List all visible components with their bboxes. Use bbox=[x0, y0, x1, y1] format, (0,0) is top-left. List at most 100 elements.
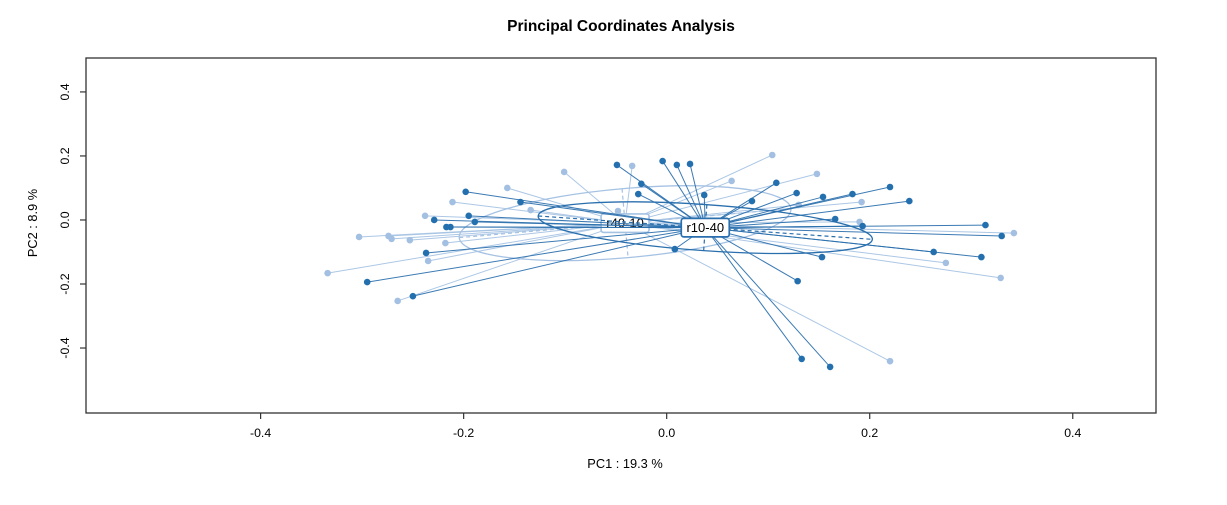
y-axis-label: PC2 : 8.9 % bbox=[25, 189, 40, 257]
data-point-r10-40 bbox=[409, 292, 417, 300]
spider-line-r10-40 bbox=[412, 227, 706, 297]
data-point-r10-40 bbox=[831, 215, 839, 223]
data-point-r40-10 bbox=[442, 239, 449, 247]
data-point-r40-10 bbox=[858, 198, 865, 206]
data-point-r10-40 bbox=[634, 190, 642, 198]
data-point-r40-10 bbox=[355, 233, 363, 241]
data-point-r40-10 bbox=[614, 207, 622, 215]
y-tick-label: 0.0 bbox=[58, 211, 72, 228]
data-point-r10-40 bbox=[930, 248, 937, 256]
data-point-r40-10 bbox=[324, 269, 331, 277]
data-point-r10-40 bbox=[673, 161, 681, 169]
data-point-r10-40 bbox=[465, 212, 473, 220]
data-point-r10-40 bbox=[700, 191, 708, 199]
plot-border bbox=[85, 57, 1157, 414]
data-point-r40-10 bbox=[813, 170, 821, 178]
data-point-r40-10 bbox=[768, 151, 776, 159]
spider-line-r40-10 bbox=[388, 222, 626, 237]
data-point-r40-10 bbox=[388, 235, 395, 243]
data-point-r10-40 bbox=[794, 277, 801, 285]
spider-line-r10-40 bbox=[704, 227, 831, 368]
group-r10-40 bbox=[363, 157, 1005, 371]
x-tick-label: 0.0 bbox=[658, 426, 675, 440]
data-point-r40-10 bbox=[421, 212, 429, 220]
x-tick-label: 0.2 bbox=[861, 426, 878, 440]
data-point-r10-40 bbox=[849, 190, 856, 198]
data-point-r40-10 bbox=[424, 257, 432, 265]
data-point-r10-40 bbox=[906, 197, 913, 205]
data-point-r10-40 bbox=[430, 216, 438, 224]
data-point-r10-40 bbox=[517, 198, 524, 206]
x-tick-label: -0.4 bbox=[250, 426, 271, 440]
x-axis-label: PC1 : 19.3 % bbox=[587, 456, 662, 471]
x-tick-label: -0.2 bbox=[453, 426, 474, 440]
data-point-r40-10 bbox=[728, 177, 735, 185]
data-point-r10-40 bbox=[422, 249, 430, 257]
data-point-r40-10 bbox=[997, 274, 1004, 282]
data-point-r10-40 bbox=[998, 232, 1005, 240]
spider-line-r40-10 bbox=[624, 154, 773, 224]
data-point-r40-10 bbox=[1010, 229, 1018, 237]
spider-line-r40-10 bbox=[397, 222, 626, 302]
y-tick-label: -0.4 bbox=[58, 337, 72, 358]
x-tick-label: 0.4 bbox=[1064, 426, 1081, 440]
data-point-r40-10 bbox=[628, 162, 636, 170]
spider-line-r10-40 bbox=[704, 227, 803, 360]
data-point-r40-10 bbox=[406, 236, 414, 244]
chart-title: Principal Coordinates Analysis bbox=[507, 18, 735, 35]
data-point-r40-10 bbox=[942, 259, 950, 267]
data-point-r10-40 bbox=[982, 221, 989, 229]
data-point-r10-40 bbox=[818, 253, 826, 261]
centroid-label-r10-40: r10-40 bbox=[686, 220, 724, 235]
data-point-r10-40 bbox=[793, 189, 800, 197]
spider-line-r10-40 bbox=[705, 186, 891, 229]
data-point-r10-40 bbox=[462, 188, 469, 196]
centroid-label-box-r10-40 bbox=[680, 217, 731, 238]
data-point-r40-10 bbox=[394, 297, 401, 305]
data-point-r10-40 bbox=[798, 355, 806, 363]
data-point-r10-40 bbox=[773, 179, 780, 187]
data-point-r10-40 bbox=[638, 180, 645, 188]
data-point-r40-10 bbox=[503, 184, 511, 192]
spider-line-r10-40 bbox=[367, 227, 706, 283]
spider-line-r10-40 bbox=[474, 221, 706, 229]
data-point-r10-40 bbox=[613, 161, 621, 169]
centroid-label-group-r10-40: r10-40 bbox=[680, 217, 731, 238]
data-point-r10-40 bbox=[471, 218, 479, 226]
spider-line-r40-10 bbox=[409, 222, 626, 241]
spider-line-r40-10 bbox=[624, 222, 891, 362]
spider-line-r40-10 bbox=[445, 222, 626, 244]
data-point-r10-40 bbox=[748, 197, 756, 205]
spider-line-r40-10 bbox=[428, 222, 626, 262]
spider-line-r10-40 bbox=[450, 226, 706, 229]
group-r40-10 bbox=[324, 151, 1018, 365]
data-point-r10-40 bbox=[819, 193, 827, 201]
spider-line-r10-40 bbox=[705, 227, 1002, 237]
data-point-r10-40 bbox=[826, 363, 834, 371]
spider-line-r10-40 bbox=[689, 163, 706, 228]
data-point-r10-40 bbox=[859, 222, 866, 230]
data-point-r10-40 bbox=[659, 157, 666, 165]
data-point-r10-40 bbox=[447, 223, 454, 231]
axes-layer: -0.4 -0.2 0.0 0.2 0.4 -0.4 -0.2 0.0 0.2 0.4 bbox=[58, 83, 1081, 440]
spider-line-r40-10 bbox=[624, 222, 946, 264]
spider-line-r40-10 bbox=[624, 173, 818, 224]
data-point-r10-40 bbox=[363, 278, 371, 286]
data-point-r10-40 bbox=[978, 253, 985, 261]
data-point-r10-40 bbox=[886, 183, 894, 191]
spider-line-r10-40 bbox=[676, 164, 706, 228]
data-point-r40-10 bbox=[527, 206, 534, 214]
spider-line-r10-40 bbox=[705, 200, 910, 229]
spider-line-r10-40 bbox=[705, 224, 986, 229]
spider-line-r10-40 bbox=[662, 160, 706, 228]
y-tick-label: 0.4 bbox=[58, 83, 72, 100]
series-layer: r40-10r10-40 bbox=[324, 151, 1018, 371]
spider-line-r10-40 bbox=[520, 201, 706, 229]
y-tick-label: 0.2 bbox=[58, 147, 72, 164]
data-point-r40-10 bbox=[560, 168, 568, 176]
data-point-r10-40 bbox=[671, 245, 679, 253]
data-point-r40-10 bbox=[449, 198, 456, 206]
data-point-r10-40 bbox=[686, 160, 694, 168]
